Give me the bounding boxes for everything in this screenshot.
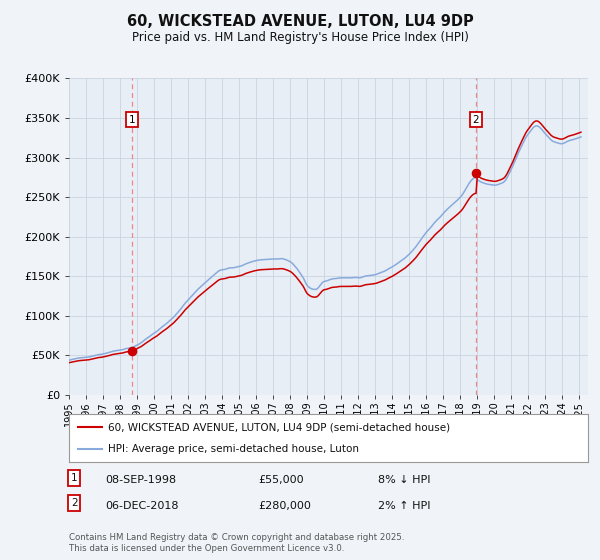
Text: 1: 1 <box>71 473 77 483</box>
Point <box>127 347 137 356</box>
Text: 2: 2 <box>71 498 77 508</box>
Text: Price paid vs. HM Land Registry's House Price Index (HPI): Price paid vs. HM Land Registry's House … <box>131 31 469 44</box>
Text: £280,000: £280,000 <box>258 501 311 511</box>
Text: HPI: Average price, semi-detached house, Luton: HPI: Average price, semi-detached house,… <box>108 444 359 454</box>
Text: 2% ↑ HPI: 2% ↑ HPI <box>378 501 431 511</box>
Point <box>471 169 481 178</box>
Text: Contains HM Land Registry data © Crown copyright and database right 2025.
This d: Contains HM Land Registry data © Crown c… <box>69 533 404 553</box>
Text: 60, WICKSTEAD AVENUE, LUTON, LU4 9DP: 60, WICKSTEAD AVENUE, LUTON, LU4 9DP <box>127 14 473 29</box>
Text: £55,000: £55,000 <box>258 475 304 486</box>
Text: 06-DEC-2018: 06-DEC-2018 <box>105 501 179 511</box>
Text: 1: 1 <box>128 115 135 124</box>
Text: 8% ↓ HPI: 8% ↓ HPI <box>378 475 431 486</box>
Text: 2: 2 <box>473 115 479 124</box>
Text: 60, WICKSTEAD AVENUE, LUTON, LU4 9DP (semi-detached house): 60, WICKSTEAD AVENUE, LUTON, LU4 9DP (se… <box>108 422 450 432</box>
Text: 08-SEP-1998: 08-SEP-1998 <box>105 475 176 486</box>
